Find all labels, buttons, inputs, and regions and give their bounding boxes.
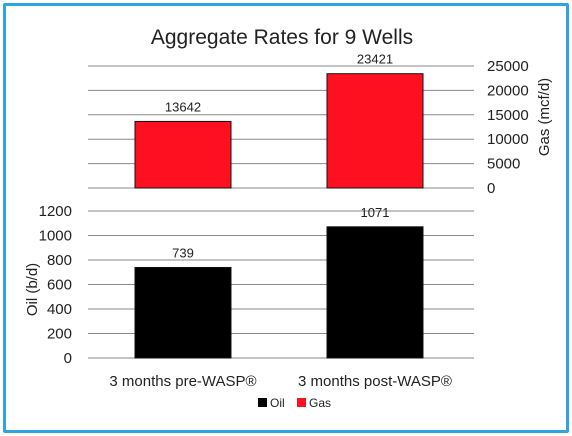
oil-tick-label: 200 [47,326,72,343]
gas-bar [326,73,424,189]
oil-data-label: 1071 [361,205,390,220]
gas-tick-label: 5000 [487,156,520,173]
oil-axis-title: Oil (b/d) [24,263,41,316]
gas-legend-swatch [297,398,306,407]
oil-legend-swatch [258,398,267,407]
gas-axis-title: Gas (mcf/d) [536,78,553,156]
chart-frame [3,3,569,433]
oil-bar [326,226,424,359]
gas-legend-label: Gas [309,396,331,410]
category-label: 3 months post-WASP® [298,373,452,390]
gas-tick-label: 0 [487,180,495,197]
oil-bar [134,266,232,359]
chart-title: Aggregate Rates for 9 Wells [151,26,413,49]
oil-data-label: 739 [172,245,194,260]
gas-data-label: 13642 [165,99,201,114]
oil-tick-label: 1200 [39,203,72,220]
gas-tick-label: 25000 [487,58,529,75]
gas-data-label: 23421 [357,52,393,67]
category-label: 3 months pre-WASP® [109,373,256,390]
oil-tick-label: 600 [47,277,72,294]
oil-panel: 0 200 400 600 800 1000 1200 739 1071 Oil (b/d) [24,203,474,367]
category-axis: 3 months pre-WASP® 3 months post-WASP® [109,373,452,390]
gas-tick-label: 10000 [487,131,529,148]
legend: Oil Gas [258,396,331,410]
gas-tick-label: 15000 [487,107,529,124]
oil-legend-label: Oil [270,396,285,410]
oil-tick-label: 0 [64,350,72,367]
oil-tick-label: 800 [47,252,72,269]
gas-panel: 0 5000 10000 15000 20000 25000 13642 23421 Gas (… [88,52,553,197]
oil-tick-label: 400 [47,301,72,318]
gas-bar [134,120,232,189]
oil-tick-label: 1000 [39,228,72,245]
gas-tick-label: 20000 [487,82,529,99]
